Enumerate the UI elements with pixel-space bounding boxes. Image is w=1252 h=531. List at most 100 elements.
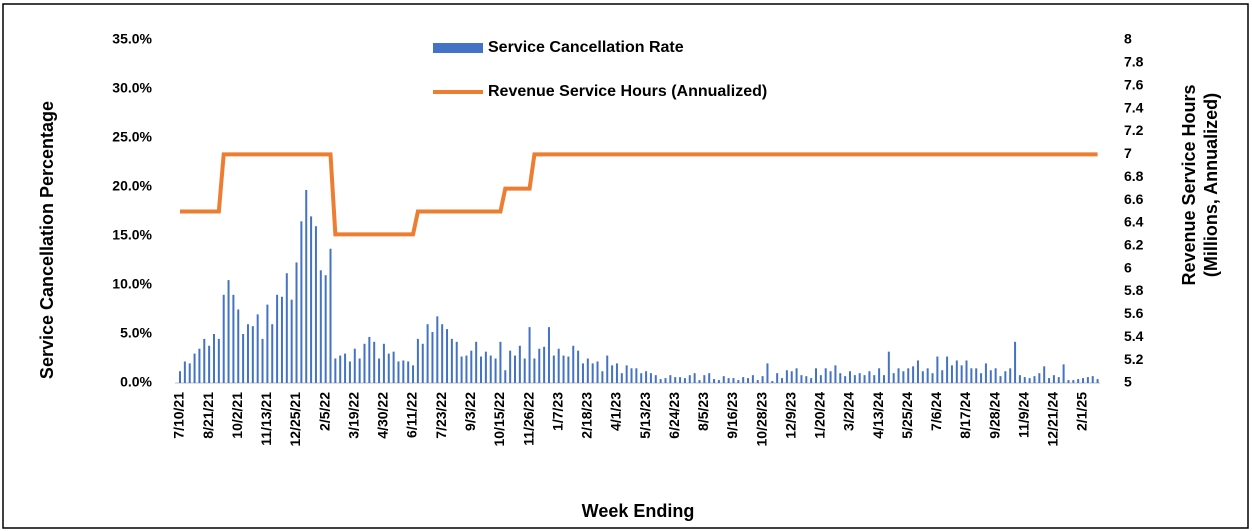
bar	[844, 376, 847, 383]
bar	[1082, 378, 1085, 383]
y-tick-label: 30.0%	[112, 80, 152, 96]
bar	[416, 338, 419, 383]
x-tick-label: 12/9/23	[782, 392, 798, 439]
x-tick-label: 11/9/24	[1015, 392, 1031, 438]
bar	[640, 373, 643, 383]
y2-tick-label: 5	[1124, 374, 1132, 390]
x-tick-label: 8/17/24	[957, 392, 973, 439]
x-tick-label: 9/16/23	[724, 392, 740, 439]
bar	[397, 361, 400, 383]
bar	[217, 338, 220, 383]
bar	[329, 248, 332, 383]
bar	[455, 341, 458, 383]
bar	[426, 324, 429, 383]
bar	[319, 270, 322, 383]
frame	[2, 3, 1249, 529]
x-tick-label: 9/28/24	[986, 392, 1002, 439]
x-tick-label: 8/21/21	[200, 392, 216, 439]
bar	[280, 296, 283, 383]
bar	[649, 373, 652, 383]
x-tick-label: 10/28/23	[753, 392, 769, 447]
bar	[1067, 380, 1070, 383]
y-tick-label: 20.0%	[112, 178, 152, 194]
bar	[897, 368, 900, 383]
bar	[810, 378, 813, 383]
bar	[1043, 366, 1046, 383]
x-axis-title: Week Ending	[582, 501, 695, 521]
x-tick-label: 5/25/24	[899, 392, 915, 439]
bar	[382, 343, 385, 383]
bar	[785, 370, 788, 383]
bar	[513, 355, 516, 383]
bar	[1004, 371, 1007, 383]
bar	[222, 294, 225, 383]
bar	[353, 348, 356, 383]
bar	[1086, 377, 1089, 383]
bar	[1023, 377, 1026, 383]
bar	[324, 275, 327, 383]
x-tick-label: 3/2/24	[841, 392, 857, 431]
bar	[407, 361, 410, 383]
bar	[504, 370, 507, 383]
bar	[373, 341, 376, 383]
bar	[484, 351, 487, 383]
bar	[577, 350, 580, 383]
y2-axis-title: (Millions, Annualized)	[1201, 93, 1221, 277]
bar	[683, 378, 686, 383]
bar	[387, 353, 390, 383]
bar	[446, 329, 449, 383]
bar	[868, 371, 871, 383]
bar	[824, 368, 827, 383]
x-tick-label: 10/15/22	[491, 392, 507, 447]
bar	[557, 348, 560, 383]
bar	[412, 365, 415, 383]
x-tick-label: 2/1/25	[1074, 392, 1090, 431]
bar	[645, 371, 648, 383]
bar	[475, 341, 478, 383]
bar	[562, 355, 565, 383]
y2-tick-label: 5.2	[1124, 351, 1144, 367]
bar	[1018, 375, 1021, 383]
bar	[907, 368, 910, 383]
x-tick-label: 12/21/24	[1045, 392, 1061, 447]
y2-tick-label: 5.8	[1124, 282, 1144, 298]
bar	[246, 324, 249, 383]
y2-tick-label: 7	[1124, 145, 1132, 161]
bar	[635, 368, 638, 383]
bar	[664, 378, 667, 383]
bar	[960, 365, 963, 383]
bar	[242, 334, 245, 383]
bar	[300, 221, 303, 383]
bar	[805, 376, 808, 383]
bar	[285, 273, 288, 383]
bar	[975, 368, 978, 383]
bar	[227, 280, 230, 383]
y2-tick-label: 5.4	[1124, 328, 1144, 344]
bar	[941, 370, 944, 383]
y-tick-label: 10.0%	[112, 276, 152, 292]
bar	[305, 189, 308, 383]
x-tick-label: 5/13/23	[637, 392, 653, 439]
bar	[703, 375, 706, 383]
bar	[674, 377, 677, 383]
bar	[208, 345, 211, 383]
bar	[392, 351, 395, 383]
bar	[989, 370, 992, 383]
y2-tick-label: 7.4	[1124, 99, 1144, 115]
bar	[232, 294, 235, 383]
bar	[781, 378, 784, 383]
x-tick-label: 8/5/23	[695, 392, 711, 431]
bar	[334, 358, 337, 383]
bar	[179, 371, 181, 383]
bar	[751, 375, 754, 383]
bar	[620, 373, 623, 383]
y2-tick-label: 6.4	[1124, 214, 1144, 230]
y2-tick-label: 6.6	[1124, 191, 1144, 207]
bar	[756, 380, 759, 383]
bar	[766, 363, 769, 383]
y-tick-label: 0.0%	[120, 374, 152, 390]
x-tick-label: 11/13/21	[258, 392, 274, 446]
bar	[717, 380, 720, 383]
bar	[295, 262, 298, 383]
bar	[499, 341, 502, 383]
